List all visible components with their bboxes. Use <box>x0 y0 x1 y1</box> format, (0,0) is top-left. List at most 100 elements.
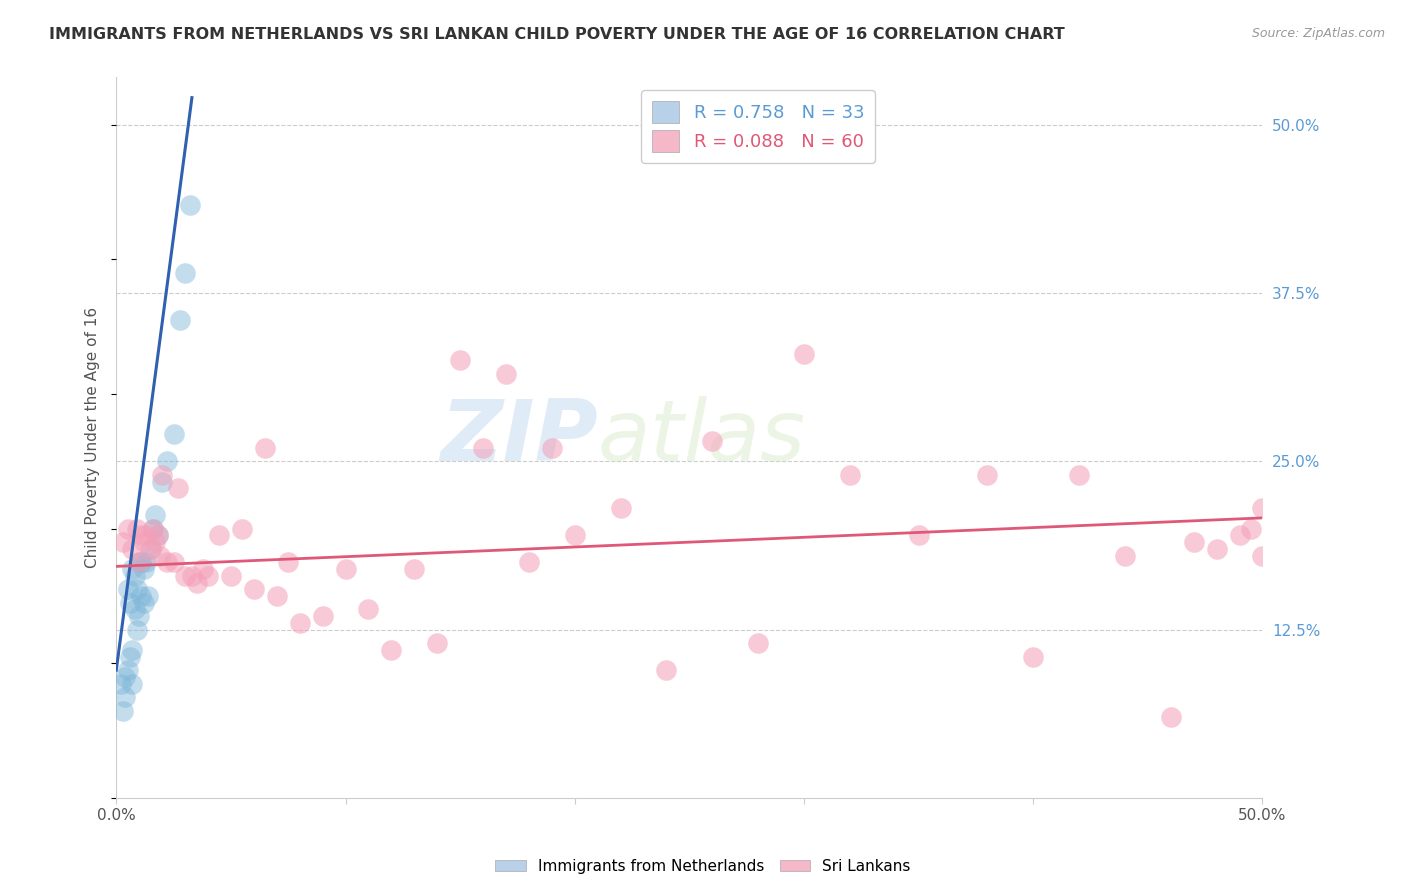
Point <box>186 575 208 590</box>
Point <box>311 609 333 624</box>
Point <box>1251 549 1274 563</box>
Point <box>121 676 143 690</box>
Point <box>1022 649 1045 664</box>
Point <box>197 569 219 583</box>
Point <box>143 535 166 549</box>
Point <box>139 541 162 556</box>
Point <box>193 562 215 576</box>
Point <box>564 528 586 542</box>
Legend: Immigrants from Netherlands, Sri Lankans: Immigrants from Netherlands, Sri Lankans <box>489 853 917 880</box>
Point <box>121 643 143 657</box>
Point <box>517 555 540 569</box>
Point <box>1251 501 1274 516</box>
Y-axis label: Child Poverty Under the Age of 16: Child Poverty Under the Age of 16 <box>86 307 100 568</box>
Point <box>125 522 148 536</box>
Point <box>121 541 143 556</box>
Point <box>112 704 135 718</box>
Point <box>128 555 150 569</box>
Point <box>167 481 190 495</box>
Point <box>219 569 242 583</box>
Point <box>472 441 495 455</box>
Point <box>132 535 155 549</box>
Point <box>156 555 179 569</box>
Point <box>288 615 311 630</box>
Point <box>149 549 172 563</box>
Point <box>208 528 231 542</box>
Point <box>747 636 769 650</box>
Point <box>1205 541 1227 556</box>
Point <box>266 589 288 603</box>
Point <box>128 555 150 569</box>
Point <box>117 663 139 677</box>
Point <box>131 555 153 569</box>
Point <box>138 589 160 603</box>
Point <box>169 313 191 327</box>
Point <box>125 623 148 637</box>
Point <box>838 467 860 482</box>
Text: Source: ZipAtlas.com: Source: ZipAtlas.com <box>1251 27 1385 40</box>
Point <box>449 353 471 368</box>
Point <box>150 475 173 489</box>
Point <box>179 198 201 212</box>
Point <box>112 535 135 549</box>
Point <box>495 367 517 381</box>
Point <box>156 454 179 468</box>
Point <box>540 441 562 455</box>
Point <box>132 562 155 576</box>
Point <box>118 596 141 610</box>
Point <box>146 528 169 542</box>
Point <box>277 555 299 569</box>
Point <box>426 636 449 650</box>
Point <box>357 602 380 616</box>
Point <box>181 569 204 583</box>
Point <box>162 427 184 442</box>
Point <box>1114 549 1136 563</box>
Point <box>1229 528 1251 542</box>
Point <box>139 541 162 556</box>
Point <box>907 528 929 542</box>
Point <box>380 643 402 657</box>
Point <box>976 467 998 482</box>
Point <box>135 555 157 569</box>
Point <box>702 434 724 449</box>
Point <box>128 609 150 624</box>
Point <box>124 602 146 616</box>
Point <box>142 522 165 536</box>
Point <box>254 441 277 455</box>
Point <box>114 690 136 704</box>
Point <box>1240 522 1263 536</box>
Point <box>1182 535 1205 549</box>
Point <box>132 596 155 610</box>
Point <box>131 589 153 603</box>
Point <box>174 266 197 280</box>
Point <box>114 670 136 684</box>
Point <box>117 582 139 597</box>
Legend: R = 0.758   N = 33, R = 0.088   N = 60: R = 0.758 N = 33, R = 0.088 N = 60 <box>641 90 875 163</box>
Point <box>162 555 184 569</box>
Point <box>121 562 143 576</box>
Point <box>118 649 141 664</box>
Point <box>243 582 266 597</box>
Text: ZIP: ZIP <box>440 396 598 479</box>
Text: IMMIGRANTS FROM NETHERLANDS VS SRI LANKAN CHILD POVERTY UNDER THE AGE OF 16 CORR: IMMIGRANTS FROM NETHERLANDS VS SRI LANKA… <box>49 27 1064 42</box>
Point <box>110 676 132 690</box>
Point <box>131 528 153 542</box>
Point <box>146 528 169 542</box>
Point <box>404 562 426 576</box>
Point <box>135 528 157 542</box>
Point <box>1160 710 1182 724</box>
Point <box>335 562 357 576</box>
Text: atlas: atlas <box>598 396 806 479</box>
Point <box>117 522 139 536</box>
Point <box>1067 467 1090 482</box>
Point <box>793 346 815 360</box>
Point <box>150 467 173 482</box>
Point <box>125 582 148 597</box>
Point <box>655 663 678 677</box>
Point <box>124 569 146 583</box>
Point <box>143 508 166 523</box>
Point <box>142 522 165 536</box>
Point <box>609 501 631 516</box>
Point <box>174 569 197 583</box>
Point <box>231 522 253 536</box>
